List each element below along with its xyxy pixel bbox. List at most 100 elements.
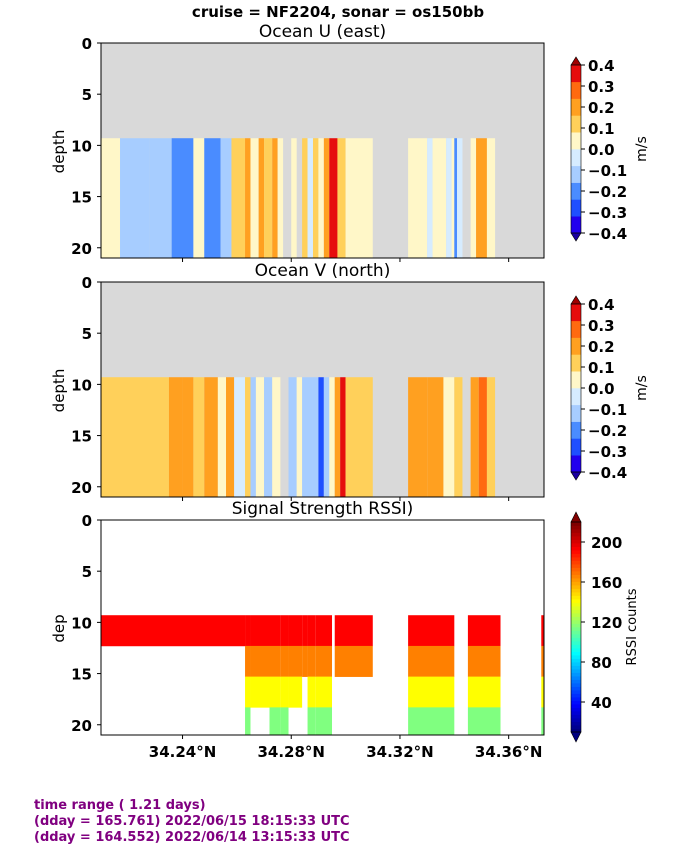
data-column — [171, 138, 194, 258]
y-tick-label: 10 — [71, 137, 92, 155]
panel-title: Signal Strength RSSI) — [232, 499, 414, 519]
data-column — [101, 377, 169, 497]
data-column — [334, 377, 341, 497]
rssi-cell — [288, 615, 303, 647]
colorbar-segment — [571, 354, 581, 372]
time-range-footer: time range ( 1.21 days) (dday = 165.761)… — [34, 798, 350, 846]
data-column — [323, 138, 330, 258]
y-tick-label: 20 — [71, 717, 92, 735]
rssi-cell — [245, 645, 251, 677]
data-column — [272, 138, 278, 258]
colorbar-tick-label: −0.3 — [588, 204, 627, 222]
colorbar-tick-label: −0.3 — [588, 443, 627, 461]
colorbar-tick-label: −0.1 — [588, 162, 627, 180]
panel-1: Ocean U (east)05101520depth0.40.30.20.10… — [50, 22, 650, 262]
rssi-cell — [302, 615, 308, 647]
data-column — [329, 138, 333, 258]
rssi-cell — [250, 645, 270, 677]
colorbar-tick-label: 80 — [591, 654, 612, 672]
data-column — [245, 138, 251, 258]
colorbar-segment — [571, 553, 581, 558]
colorbar-segment — [571, 609, 581, 614]
data-column — [277, 138, 284, 258]
data-column — [204, 377, 218, 497]
colorbar-segment — [571, 438, 581, 456]
colorbar-segment — [571, 704, 581, 708]
panel-title: Ocean U (east) — [259, 22, 386, 42]
start-time-line: (dday = 164.552) 2022/06/14 13:15:33 UTC — [34, 830, 350, 845]
data-column — [451, 138, 455, 258]
data-column — [204, 138, 221, 258]
colorbar-segment — [571, 718, 581, 722]
data-column — [345, 138, 373, 258]
data-column — [245, 377, 251, 497]
rssi-cell — [250, 615, 270, 647]
rssi-cell — [307, 645, 316, 677]
y-tick-label: 5 — [82, 563, 92, 581]
colorbar-segment — [571, 421, 581, 439]
colorbar-segment — [571, 658, 581, 663]
colorbar-segment — [571, 606, 581, 610]
data-column — [446, 138, 452, 258]
colorbar-extend-top — [570, 56, 582, 66]
data-column — [345, 377, 373, 497]
colorbar-tick-label: −0.1 — [588, 401, 627, 419]
colorbar-segment — [571, 581, 581, 586]
colorbar-tick-label: 0.4 — [588, 296, 615, 314]
rssi-cell — [280, 707, 289, 736]
colorbar-segment — [571, 686, 581, 691]
data-column — [234, 377, 246, 497]
colorbar-segment — [571, 592, 581, 596]
rssi-cell — [302, 645, 308, 677]
rssi-cell — [467, 615, 501, 647]
rssi-cell — [288, 645, 303, 677]
colorbar-segment — [571, 149, 581, 167]
panel-2: Ocean V (north) 0 5 10 15 20 depth 0.4 0.3 0.2 0.1… — [50, 261, 650, 501]
colorbar-segment — [571, 627, 581, 631]
colorbar-segment — [571, 697, 581, 701]
plot-frame — [100, 281, 545, 498]
data-column — [340, 377, 346, 497]
rssi-cell — [245, 676, 251, 708]
rssi-cell — [408, 615, 455, 647]
y-tick-label: 5 — [82, 325, 92, 343]
rssi-cell — [541, 707, 544, 736]
colorbar-segment — [571, 662, 581, 666]
colorbar-segment — [571, 388, 581, 406]
data-column — [432, 138, 447, 258]
colorbar-extend-top — [570, 295, 582, 305]
colorbar-tick-label: 0.0 — [588, 141, 615, 159]
y-axis-label: depth — [50, 130, 68, 174]
data-column — [264, 377, 273, 497]
data-column — [302, 138, 308, 258]
data-column — [250, 377, 256, 497]
rssi-cell — [408, 676, 455, 708]
colorbar-segment — [571, 543, 581, 547]
colorbar-segment — [571, 690, 581, 694]
colorbar-segment — [571, 700, 581, 705]
colorbar: 0.4 0.3 0.2 0.1 0.0 −0.1 −0.2 −0.3 −0.4 m/s — [570, 56, 650, 243]
rssi-cell — [280, 645, 289, 677]
data-column — [427, 377, 444, 497]
data-column — [337, 138, 346, 258]
colorbar-segment — [571, 672, 581, 677]
rssi-cell — [280, 676, 289, 708]
colorbar-segment — [571, 571, 581, 575]
colorbar-segment — [571, 564, 581, 568]
y-tick-label: 15 — [71, 666, 92, 684]
data-column — [312, 138, 319, 258]
data-column — [250, 138, 259, 258]
rssi-cell — [408, 645, 455, 677]
colorbar-segment — [571, 371, 581, 389]
data-column — [272, 377, 281, 497]
rssi-cell — [307, 707, 316, 736]
y-tick-label: 10 — [71, 614, 92, 632]
suptitle: cruise = NF2204, sonar = os150bb — [192, 3, 484, 21]
x-tick-label: 34.24°N — [149, 743, 217, 761]
colorbar-segment — [571, 648, 581, 652]
colorbar-segment — [571, 525, 581, 530]
rssi-cell — [250, 676, 270, 708]
x-tick-label: 34.28°N — [257, 743, 325, 761]
colorbar-extend-bottom — [570, 731, 582, 743]
colorbar-segment — [571, 630, 581, 635]
